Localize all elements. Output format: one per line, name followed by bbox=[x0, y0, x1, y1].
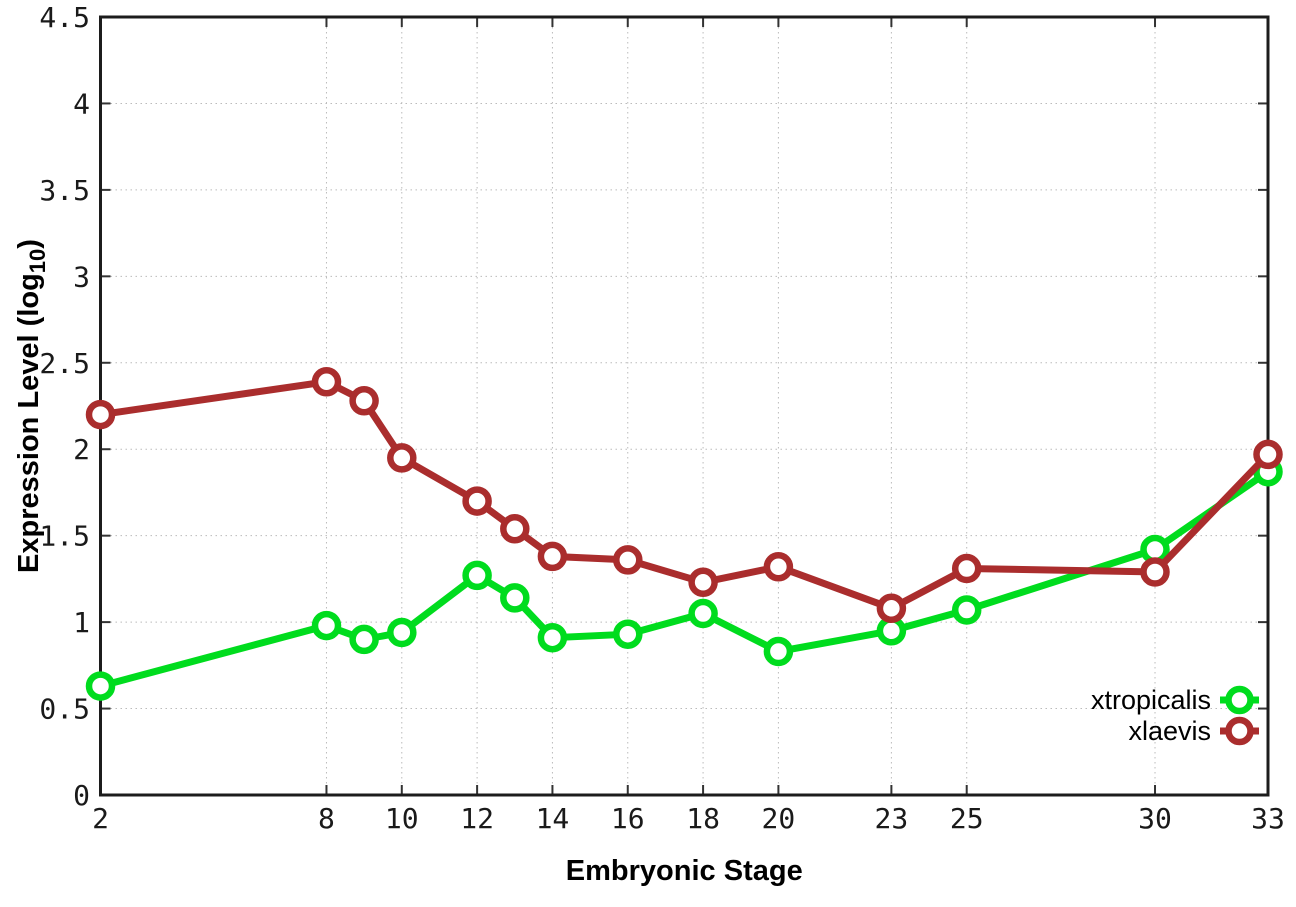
data-series bbox=[85, 367, 1283, 701]
legend-entry-xtropicalis: xtropicalis bbox=[1091, 685, 1259, 715]
data-point-xlaevis bbox=[1253, 439, 1283, 470]
y-tick-label: 0 bbox=[73, 779, 90, 812]
legend-label-xtropicalis: xtropicalis bbox=[1091, 685, 1211, 715]
data-point-xlaevis bbox=[387, 443, 417, 473]
x-tick-label: 12 bbox=[460, 802, 494, 835]
y-axis-title-subscript: 10 bbox=[25, 249, 50, 273]
plot-border bbox=[99, 15, 1270, 797]
y-tick-label: 3.5 bbox=[39, 174, 90, 207]
x-tick-label: 18 bbox=[686, 802, 720, 835]
data-point-xlaevis bbox=[688, 567, 718, 598]
data-point-xlaevis bbox=[500, 514, 530, 544]
y-tick-label: 2 bbox=[73, 433, 90, 466]
x-tick-label: 8 bbox=[318, 802, 335, 835]
data-point-xtropicalis bbox=[763, 636, 794, 667]
legend-entry-xlaevis: xlaevis bbox=[1128, 716, 1259, 746]
data-point-xtropicalis bbox=[500, 583, 530, 613]
axis-tick-labels: 0 0.5 1 1.5 2 2.5 3 3.5 4 4.5 2 8 10 12 14 16 18 20 23 25 30… bbox=[39, 1, 1284, 835]
data-point-xtropicalis bbox=[537, 622, 568, 653]
y-tick-label: 4.5 bbox=[39, 1, 90, 34]
data-point-xtropicalis bbox=[613, 619, 643, 649]
data-point-xlaevis bbox=[311, 367, 342, 397]
x-tick-label: 16 bbox=[611, 802, 645, 835]
data-point-xlaevis bbox=[613, 545, 643, 575]
data-point-xtropicalis bbox=[462, 560, 492, 591]
data-point-xlaevis bbox=[462, 486, 492, 516]
data-point-xtropicalis bbox=[387, 617, 417, 648]
series-xlaevis bbox=[85, 367, 1283, 624]
plot-border-rect bbox=[99, 15, 1270, 797]
legend-label-xlaevis: xlaevis bbox=[1128, 716, 1211, 746]
x-tick-label: 14 bbox=[536, 802, 570, 835]
x-tick-label: 30 bbox=[1138, 802, 1172, 835]
series-line-xlaevis bbox=[99, 378, 1271, 613]
tick-marks bbox=[99, 16, 1269, 796]
x-tick-label: 20 bbox=[762, 802, 796, 835]
x-axis-title: Embryonic Stage bbox=[566, 855, 803, 887]
x-tick-label: 10 bbox=[385, 802, 419, 835]
legend-marker bbox=[1225, 716, 1254, 746]
x-tick-label: 33 bbox=[1251, 802, 1285, 835]
x-tick-label: 2 bbox=[92, 802, 109, 835]
y-tick-label: 3 bbox=[73, 260, 90, 293]
y-tick-label: 4 bbox=[73, 87, 90, 120]
gridlines bbox=[100, 16, 1269, 796]
data-point-xlaevis bbox=[876, 593, 907, 624]
y-tick-label: 2.5 bbox=[39, 347, 90, 380]
data-point-xtropicalis bbox=[951, 595, 982, 625]
data-point-xlaevis bbox=[1140, 557, 1170, 587]
y-axis-title: Expression Level (log10) bbox=[13, 239, 50, 573]
data-point-xlaevis bbox=[537, 541, 568, 572]
y-tick-label: 1.5 bbox=[39, 520, 90, 553]
data-point-xlaevis bbox=[951, 553, 982, 584]
x-tick-label: 23 bbox=[875, 802, 909, 835]
data-point-xlaevis bbox=[85, 399, 116, 430]
y-tick-label: 1 bbox=[73, 606, 90, 639]
data-point-xtropicalis bbox=[311, 610, 342, 641]
y-axis-title-suffix: ) bbox=[13, 239, 45, 249]
y-tick-label: 0.5 bbox=[39, 693, 90, 726]
data-point-xtropicalis bbox=[349, 624, 379, 655]
data-point-xlaevis bbox=[349, 386, 379, 416]
series-xtropicalis bbox=[85, 456, 1283, 701]
data-point-xlaevis bbox=[763, 552, 794, 582]
y-axis-title-main: Expression Level (log bbox=[13, 273, 45, 573]
data-point-xtropicalis bbox=[85, 671, 116, 701]
data-point-xtropicalis bbox=[688, 598, 718, 629]
x-tick-label: 25 bbox=[950, 802, 984, 835]
legend-marker bbox=[1225, 685, 1254, 715]
